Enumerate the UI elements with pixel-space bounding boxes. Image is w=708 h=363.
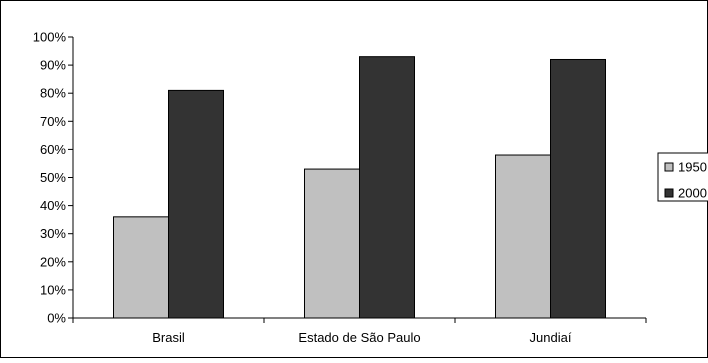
y-tick-label: 100% [33, 30, 67, 45]
legend-label: 1950 [678, 160, 707, 175]
bars-group [113, 56, 606, 319]
y-tick-label: 90% [40, 58, 66, 73]
x-category-label: Jundiaí [530, 330, 572, 345]
y-axis: 0% 10% 20% 30% 40% 50% 60% 70% 80% 90% 100% [33, 30, 73, 326]
y-tick-label: 60% [40, 142, 66, 157]
bar-1950-1 [113, 216, 169, 319]
legend-label: 2000 [678, 186, 707, 201]
y-tick-label: 30% [40, 226, 66, 241]
legend: 1950 2000 [657, 152, 708, 202]
y-tick-label: 70% [40, 114, 66, 129]
y-tick-label: 10% [40, 282, 66, 297]
bar-2000-3 [550, 58, 606, 319]
x-category-label: Estado de São Paulo [298, 330, 420, 345]
legend-swatch [664, 188, 674, 198]
bar-2000-1 [168, 89, 224, 319]
y-tick-label: 80% [40, 86, 66, 101]
bar-1950-3 [495, 154, 551, 319]
bar-1950-2 [304, 168, 360, 319]
y-tick-label: 0% [47, 311, 66, 326]
y-tick-label: 20% [40, 254, 66, 269]
y-tick-label: 50% [40, 170, 66, 185]
x-category-label: Brasil [152, 330, 185, 345]
x-axis: Brasil Estado de São Paulo Jundiaí [72, 318, 647, 345]
legend-swatch [664, 162, 674, 172]
y-tick-label: 40% [40, 198, 66, 213]
bar-2000-2 [359, 56, 415, 319]
